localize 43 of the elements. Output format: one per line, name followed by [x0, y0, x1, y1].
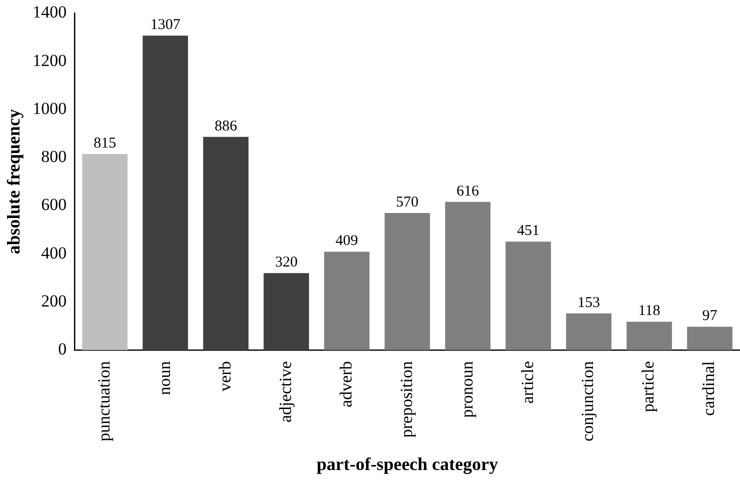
data-label: 570: [396, 194, 419, 210]
data-label: 409: [336, 233, 358, 250]
data-label: 616: [456, 183, 480, 200]
x-tick-label: noun: [154, 360, 174, 396]
bar: [626, 322, 672, 350]
bar: [445, 202, 490, 350]
y-tick-label: 1000: [32, 98, 67, 118]
y-tick-label: 800: [41, 147, 67, 166]
x-tick-label: conjunction: [578, 360, 598, 442]
y-tick-label: 200: [41, 291, 67, 310]
bar: [324, 252, 370, 350]
x-axis-title: part-of-speech category: [316, 454, 498, 474]
y-tick-label: 0: [58, 340, 67, 359]
y-tick-label: 1400: [32, 2, 67, 22]
bar: [687, 326, 732, 350]
y-tick-label: 600: [41, 195, 67, 214]
y-tick-label: 1200: [32, 50, 67, 70]
data-label: 1307: [150, 17, 181, 34]
y-tick-label: 400: [41, 243, 67, 262]
x-tick-label: pronoun: [457, 360, 476, 418]
data-label: 118: [638, 303, 660, 320]
data-label: 886: [214, 118, 238, 134]
x-tick-label: verb: [215, 361, 234, 392]
data-label: 320: [275, 254, 298, 271]
x-tick-label: cardinal: [699, 360, 718, 416]
x-tick-label: adverb: [336, 361, 356, 408]
bar: [264, 273, 310, 350]
bar: [82, 154, 128, 350]
bar: [506, 242, 551, 350]
x-tick-label: preposition: [396, 360, 416, 438]
data-label: 153: [578, 294, 600, 311]
x-tick-label: article: [518, 361, 537, 404]
x-tick-label: adjective: [276, 361, 295, 422]
bar: [142, 36, 188, 350]
x-tick-label: particle: [638, 361, 658, 412]
data-label: 451: [517, 223, 540, 240]
x-tick-label: punctuation: [94, 360, 114, 442]
bar: [384, 212, 430, 350]
bar: [203, 136, 249, 350]
data-label: 97: [702, 308, 718, 324]
bar: [566, 313, 612, 350]
data-label: 815: [94, 135, 116, 152]
y-axis-title: absolute frequency: [3, 109, 24, 254]
